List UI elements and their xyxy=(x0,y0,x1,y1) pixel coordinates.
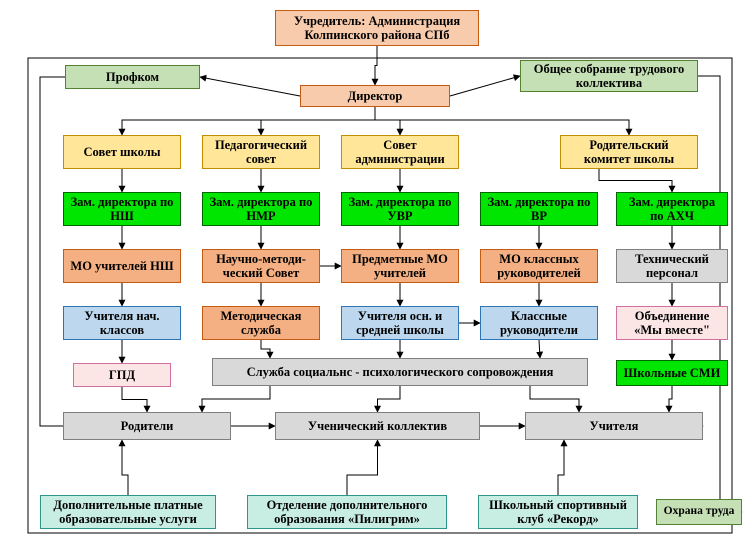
node-extra2: Отделение дополнительного образования «П… xyxy=(247,495,447,529)
node-council: Совет школы xyxy=(63,135,181,169)
node-label: Совет школы xyxy=(84,145,161,159)
node-label: Совет администрации xyxy=(346,138,454,167)
edge xyxy=(558,440,564,495)
edge xyxy=(347,440,378,495)
node-admcouncil: Совет администрации xyxy=(341,135,459,169)
edge xyxy=(261,340,270,358)
edge xyxy=(599,169,672,192)
node-mo2: Научно-методи- ческий Совет xyxy=(202,249,320,283)
node-label: Дополнительные платные образовательные у… xyxy=(45,498,211,527)
node-parcommittee: Родительский комитет школы xyxy=(560,135,698,169)
edge xyxy=(122,440,128,495)
node-dep2: Зам. директора по НМР xyxy=(202,192,320,226)
node-label: Зам. директора по УВР xyxy=(346,195,454,224)
node-label: МО учителей НШ xyxy=(70,259,173,273)
node-label: Зам. директора по ВР xyxy=(485,195,593,224)
node-label: Директор xyxy=(348,89,403,103)
node-t5: Объединение «Мы вместе" xyxy=(616,306,728,340)
node-extra1: Дополнительные платные образовательные у… xyxy=(40,495,216,529)
node-label: Научно-методи- ческий Совет xyxy=(207,252,315,281)
edge xyxy=(698,76,742,512)
node-extra3: Школьный спортивный клуб «Рекорд» xyxy=(478,495,638,529)
node-mo1: МО учителей НШ xyxy=(63,249,181,283)
node-label: Учредитель: Администрация Колпинского ра… xyxy=(280,14,474,43)
node-dep4: Зам. директора по ВР xyxy=(480,192,598,226)
node-label: Педагогический совет xyxy=(207,138,315,167)
node-dep5: Зам. директора по АХЧ xyxy=(616,192,728,226)
edge xyxy=(450,76,520,96)
node-label: Учителя осн. и средней школы xyxy=(346,309,454,338)
node-parents: Родители xyxy=(63,412,231,440)
node-label: Общее собрание трудового коллектива xyxy=(525,62,693,91)
node-label: Предметные МО учителей xyxy=(346,252,454,281)
edge xyxy=(378,386,401,412)
edge xyxy=(122,387,147,412)
node-t1: Учителя нач. классов xyxy=(63,306,181,340)
node-label: МО классных руководителей xyxy=(485,252,593,281)
node-mo4: МО классных руководителей xyxy=(480,249,598,283)
node-label: Родители xyxy=(121,419,174,433)
node-t3: Учителя осн. и средней школы xyxy=(341,306,459,340)
node-t4: Классные руководители xyxy=(480,306,598,340)
node-dep1: Зам. директора по НШ xyxy=(63,192,181,226)
node-label: Зам. директора по НМР xyxy=(207,195,315,224)
node-label: Технический персонал xyxy=(621,252,723,281)
node-label: Ученический коллектив xyxy=(308,419,447,433)
node-tech: Технический персонал xyxy=(616,249,728,283)
node-pedcouncil: Педагогический совет xyxy=(202,135,320,169)
node-safety: Охрана труда xyxy=(656,499,742,525)
edge xyxy=(202,386,270,412)
node-label: Отделение дополнительного образования «П… xyxy=(252,498,442,527)
node-label: ГПД xyxy=(109,368,135,382)
node-gpd: ГПД xyxy=(73,363,171,387)
node-label: Учителя нач. классов xyxy=(68,309,176,338)
edge xyxy=(261,120,375,135)
node-label: Методическая служба xyxy=(207,309,315,338)
node-director: Директор xyxy=(300,85,450,107)
node-label: Объединение «Мы вместе" xyxy=(621,309,723,338)
node-label: Охрана труда xyxy=(664,505,735,518)
node-label: Зам. директора по НШ xyxy=(68,195,176,224)
node-smi: Школьные СМИ xyxy=(616,360,728,386)
node-label: Классные руководители xyxy=(485,309,593,338)
node-students: Ученический коллектив xyxy=(275,412,480,440)
edge xyxy=(375,120,400,135)
node-label: Родительский комитет школы xyxy=(565,138,693,167)
node-profkom: Профком xyxy=(65,65,200,89)
node-label: Профком xyxy=(106,70,159,84)
edge xyxy=(669,386,672,412)
node-sps: Служба социальнс - психологического сопр… xyxy=(212,358,588,386)
node-label: Служба социальнс - психологического сопр… xyxy=(247,365,554,379)
outer-frame xyxy=(28,58,732,533)
node-label: Школьные СМИ xyxy=(624,366,721,380)
node-dep3: Зам. директора по УВР xyxy=(341,192,459,226)
node-t2: Методическая служба xyxy=(202,306,320,340)
node-label: Зам. директора по АХЧ xyxy=(621,195,723,224)
node-label: Школьный спортивный клуб «Рекорд» xyxy=(483,498,633,527)
edge xyxy=(539,340,540,358)
node-teachers: Учителя xyxy=(525,412,703,440)
node-founder: Учредитель: Администрация Колпинского ра… xyxy=(275,10,479,46)
edge xyxy=(122,120,375,135)
edge xyxy=(375,120,629,135)
node-label: Учителя xyxy=(590,419,639,433)
node-mo3: Предметные МО учителей xyxy=(341,249,459,283)
node-meeting: Общее собрание трудового коллектива xyxy=(520,60,698,92)
edge xyxy=(200,77,300,96)
edge xyxy=(530,386,579,412)
edge xyxy=(375,46,377,85)
